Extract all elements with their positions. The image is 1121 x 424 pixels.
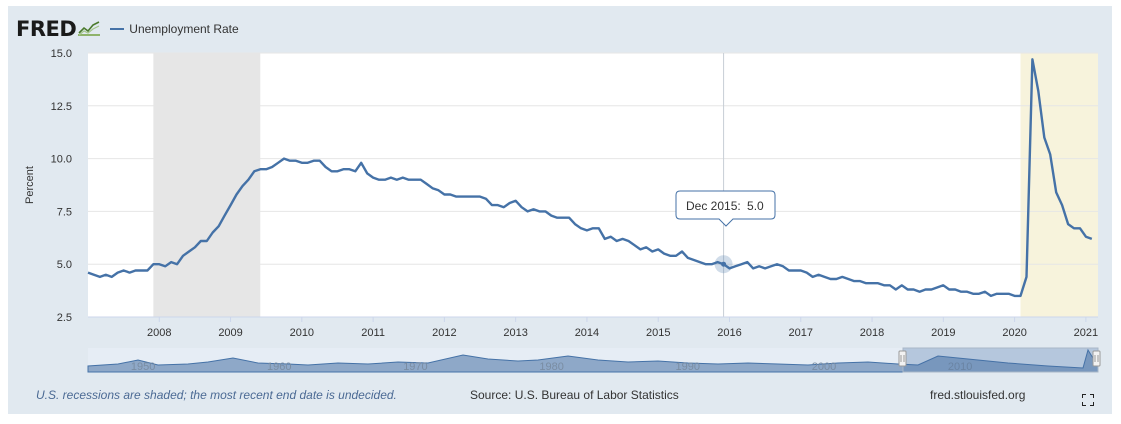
x-tick-label: 2020: [1002, 327, 1026, 339]
fred-logo[interactable]: FRED: [16, 17, 77, 41]
x-tick-label: 2008: [147, 327, 171, 339]
fullscreen-icon[interactable]: [1082, 394, 1094, 406]
chart-footer: U.S. recessions are shaded; the most rec…: [8, 386, 1112, 406]
y-axis-label: Percent: [24, 166, 36, 204]
navigator-tick-label: 1970: [403, 361, 427, 373]
navigator-series-area: [87, 348, 1099, 373]
navigator-tick-label: 1980: [539, 361, 563, 373]
chart-frame: FRED Unemployment Rate 2.5 5.0 7.5 10.0 12.5…: [8, 6, 1112, 414]
y-tick-label: 7.5: [57, 206, 72, 218]
navigator-tick-label: 2000: [812, 361, 836, 373]
y-tick-label: 12.5: [51, 101, 72, 113]
x-tick-label: 2018: [860, 327, 884, 339]
y-tick-label: 5.0: [57, 259, 72, 271]
navigator-tick-label: 1950: [131, 361, 155, 373]
y-tick-label: 2.5: [57, 312, 72, 324]
navigator[interactable]: 1950 1960 1970 1980 1990 2000 2010: [87, 347, 1101, 373]
tooltip: Dec 2015: 5.0: [675, 190, 776, 227]
tooltip-box: [675, 190, 776, 227]
y-axis-ticks: 2.5 5.0 7.5 10.0 12.5 15.0: [51, 48, 72, 324]
x-tick-label: 2010: [290, 327, 314, 339]
chart-header: FRED Unemployment Rate: [16, 16, 239, 42]
x-tick-label: 2017: [789, 327, 813, 339]
line-chart[interactable]: 2.55.07.510.012.515.0 2008 2009 2010 2011 20…: [8, 6, 1112, 386]
x-tick-label: 2012: [432, 327, 456, 339]
navigator-tick-label: 1990: [676, 361, 700, 373]
site-link[interactable]: fred.stlouisfed.org: [930, 388, 1026, 402]
y-tick-label: 15.0: [51, 48, 72, 60]
svg-text:Dec 2015: 5.0: Dec 2015: 5.0: [686, 199, 764, 213]
x-tick-label: 2015: [646, 327, 670, 339]
source-text: Source: U.S. Bureau of Labor Statistics: [470, 388, 679, 402]
x-tick-label: 2019: [931, 327, 955, 339]
x-axis-ticks: 2008 2009 2010 2011 2012 2013 2014 2015 2016 2017…: [88, 316, 1098, 339]
x-tick-label: 2016: [717, 327, 741, 339]
navigator-handle-left[interactable]: [898, 350, 907, 367]
x-tick-label: 2014: [575, 327, 599, 339]
y-tick-label: 10.0: [51, 154, 72, 166]
legend-label[interactable]: Unemployment Rate: [129, 22, 239, 36]
x-tick-label: 2013: [503, 327, 527, 339]
navigator-ticks: 1950 1960 1970 1980 1990 2000 2010: [131, 361, 973, 373]
tooltip-value: 5.0: [747, 199, 764, 213]
tooltip-date: Dec 2015:: [686, 199, 741, 213]
series-line-unemployment-rate[interactable]: [87, 58, 1093, 298]
x-tick-label: 2009: [218, 327, 242, 339]
legend-line-swatch: [110, 28, 125, 30]
navigator-tick-label: 2010: [948, 361, 972, 373]
navigator-tick-label: 1960: [267, 361, 291, 373]
recession-note: U.S. recessions are shaded; the most rec…: [36, 388, 397, 402]
navigator-selection[interactable]: [902, 347, 1099, 373]
hover-point[interactable]: [721, 261, 727, 267]
navigator-handle-right[interactable]: [1092, 350, 1101, 367]
x-tick-label: 2011: [361, 327, 385, 339]
fred-chart-icon: [78, 21, 101, 36]
x-tick-label: 2021: [1074, 327, 1098, 339]
recession-band-1: [1020, 53, 1098, 317]
